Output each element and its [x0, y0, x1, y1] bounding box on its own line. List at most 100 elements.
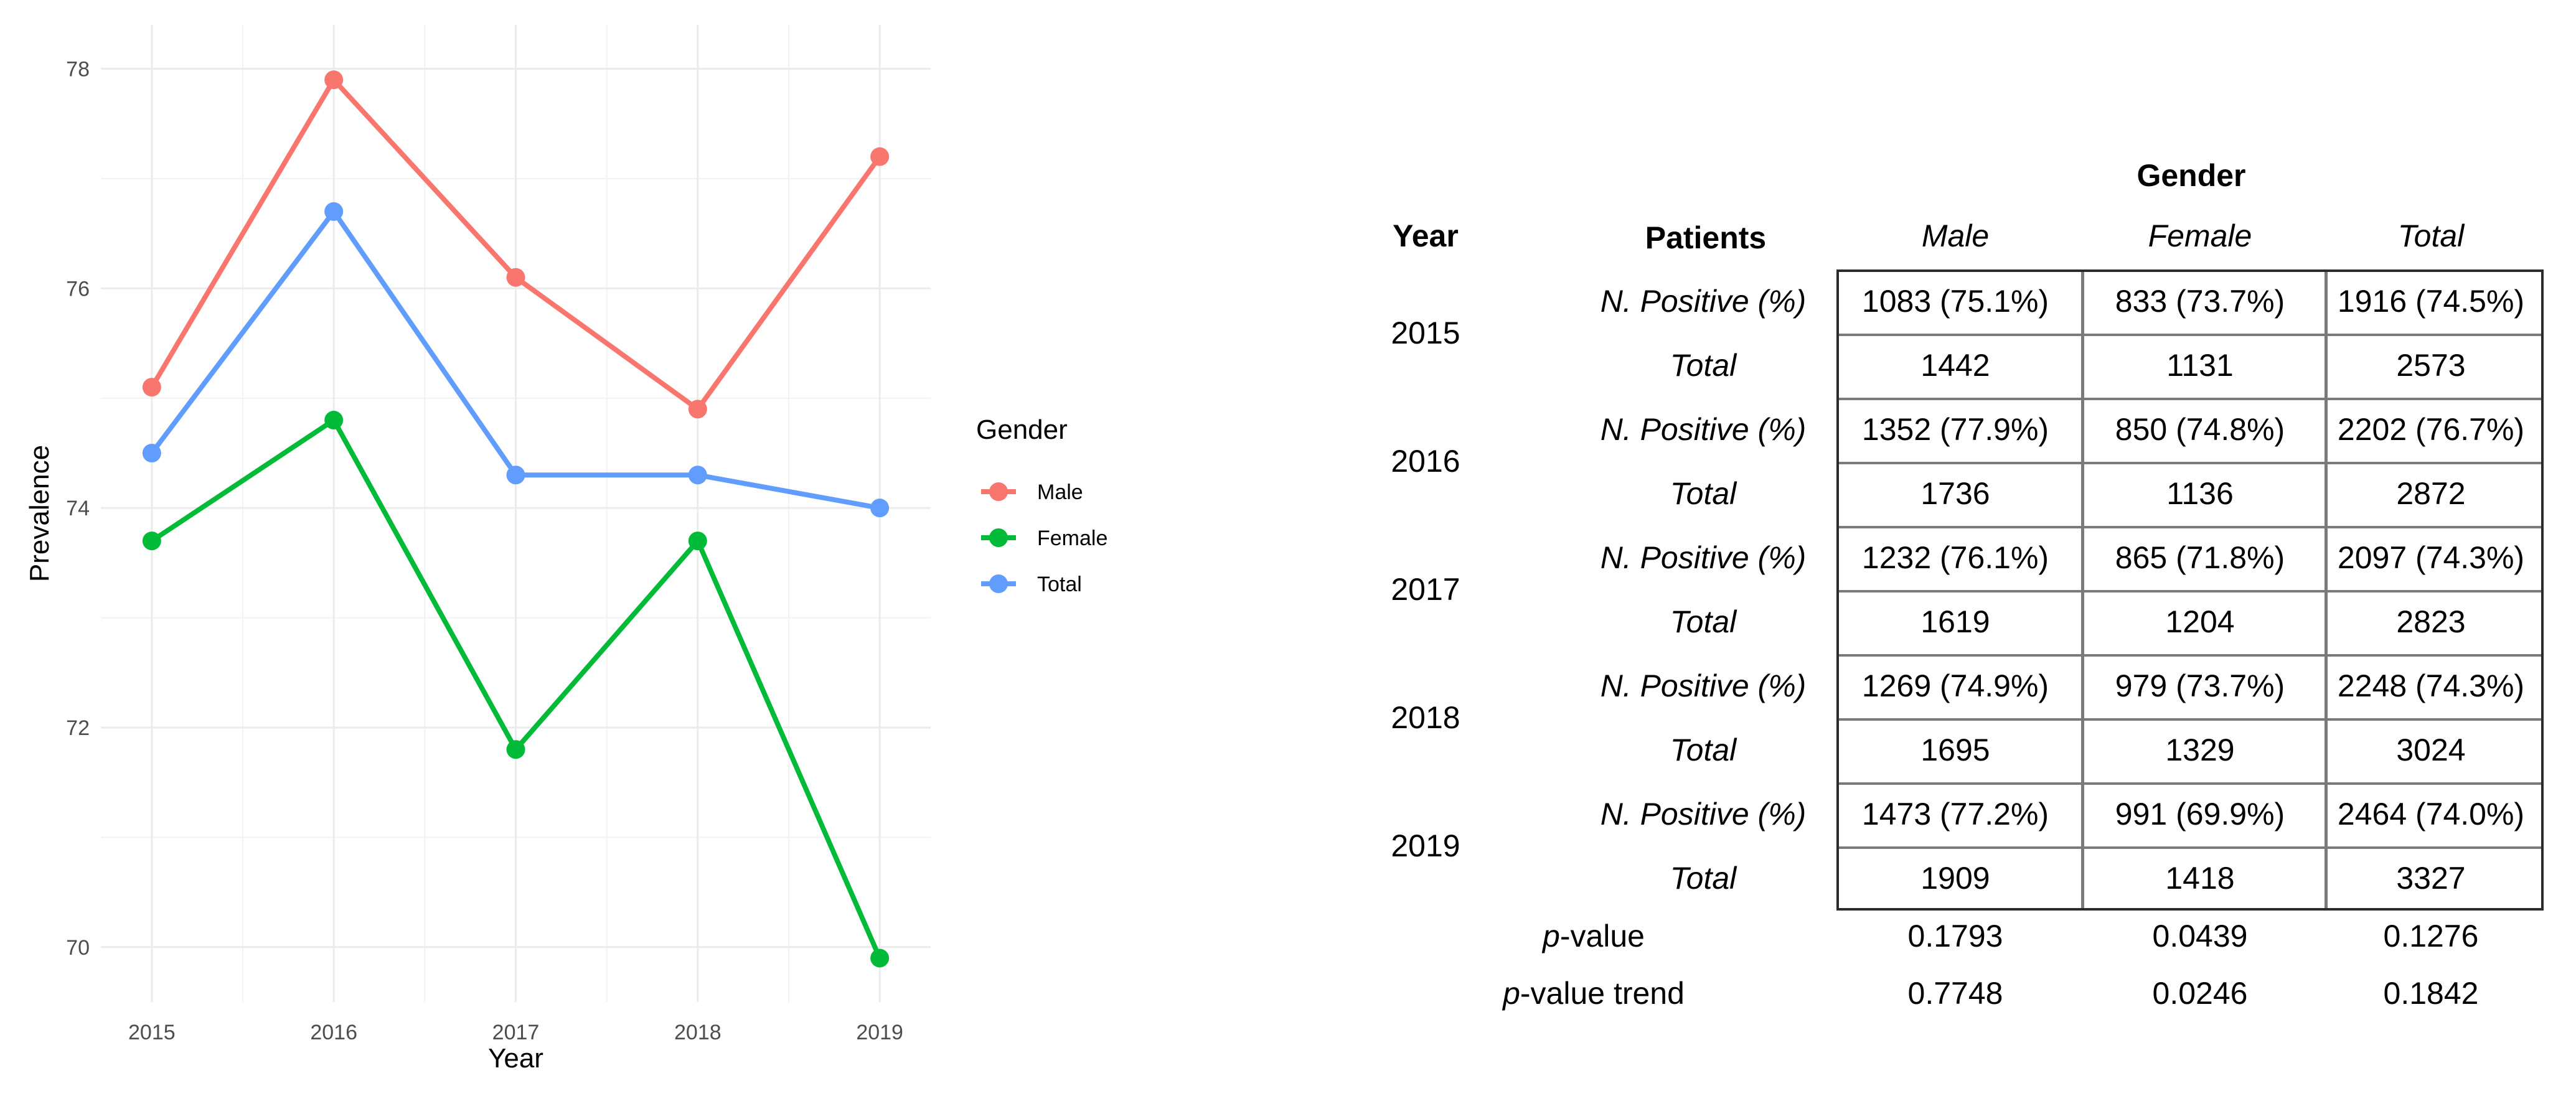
positive-cell: 1269 (74.9%)	[1861, 668, 2049, 703]
table-row-divider	[1839, 334, 2541, 336]
row-label-total: Total	[1670, 475, 1737, 511]
x-axis-title: Year	[488, 1043, 543, 1074]
table-row-divider	[1839, 398, 2541, 400]
row-label-positive: N. Positive (%)	[1600, 668, 1807, 703]
legend-key-point-female	[989, 528, 1008, 547]
y-tick-label: 72	[66, 716, 90, 740]
pvalue_trend-label-text: -value trend	[1520, 976, 1685, 1011]
y-tick-label: 76	[66, 277, 90, 301]
x-tick-label: 2016	[310, 1021, 357, 1044]
total-cell: 2823	[2396, 604, 2466, 639]
total-cell: 1329	[2165, 732, 2235, 767]
positive-cell: 833 (73.7%)	[2115, 283, 2285, 319]
pvalue-cell: 0.1276	[2383, 919, 2479, 953]
positive-cell: 1916 (74.5%)	[2337, 283, 2525, 319]
x-tick-label: 2017	[492, 1021, 540, 1044]
legend-label-female: Female	[1037, 527, 1107, 550]
grid	[101, 25, 931, 1002]
point-female	[870, 948, 890, 968]
point-total	[324, 202, 344, 221]
legend-key-point-total	[989, 574, 1008, 593]
pvalue_trend-cell: 0.7748	[1907, 976, 2003, 1011]
legend: Gender Male Female Total	[976, 415, 1107, 596]
point-total	[688, 466, 707, 485]
prevalence-line-chart: 70 72 74 76 78 2015 2016 2017 2018 2019 Year Preval…	[24, 25, 1107, 1074]
table-row-divider	[1839, 654, 2541, 657]
pvalue-label-p: p	[1543, 919, 1560, 953]
column-header-total: Total	[2397, 218, 2465, 253]
positive-cell: 865 (71.8%)	[2115, 540, 2285, 575]
pvalue-cell: 0.1793	[1907, 919, 2003, 953]
pvalue_trend-label: p-value trend	[1407, 975, 1780, 1011]
positive-cell: 1352 (77.9%)	[1861, 411, 2049, 447]
point-male	[324, 70, 344, 90]
total-cell: 1131	[2166, 347, 2234, 383]
table-grid	[1836, 269, 2544, 911]
y-tick-label: 70	[66, 936, 90, 960]
total-cell: 2573	[2396, 347, 2466, 383]
point-total	[870, 499, 890, 518]
total-cell: 3327	[2396, 860, 2466, 896]
positive-cell: 2464 (74.0%)	[2337, 796, 2525, 831]
total-cell: 1909	[1920, 860, 1990, 896]
point-female	[506, 740, 525, 759]
year-label: 2015	[1391, 316, 1460, 350]
pvalue_trend-cell: 0.1842	[2383, 976, 2479, 1011]
row-label-positive: N. Positive (%)	[1600, 283, 1807, 319]
positive-cell: 979 (73.7%)	[2115, 668, 2285, 703]
pvalue-label-text: -value	[1559, 919, 1645, 953]
total-cell: 1736	[1920, 475, 1990, 511]
row-label-total: Total	[1670, 860, 1737, 896]
year-label: 2018	[1391, 700, 1460, 735]
row-label-positive: N. Positive (%)	[1600, 411, 1807, 447]
total-cell: 1442	[1920, 347, 1990, 383]
pvalue-label: p-value	[1407, 918, 1780, 954]
point-total	[506, 466, 525, 485]
point-female	[688, 532, 707, 551]
positive-cell: 850 (74.8%)	[2115, 411, 2285, 447]
legend-label-male: Male	[1037, 480, 1083, 504]
total-cell: 1619	[1920, 604, 1990, 639]
positive-cell: 2248 (74.3%)	[2337, 668, 2525, 703]
x-tick-label: 2015	[128, 1021, 176, 1044]
positive-cell: 1083 (75.1%)	[1861, 283, 2049, 319]
positive-cell: 2097 (74.3%)	[2337, 540, 2525, 575]
positive-cell: 2202 (76.7%)	[2337, 411, 2525, 447]
axes: 70 72 74 76 78 2015 2016 2017 2018 2019 Year Preval…	[24, 58, 903, 1074]
series-lines	[142, 70, 890, 968]
total-cell: 1136	[2166, 475, 2234, 511]
y-axis-title: Prevalence	[24, 445, 55, 582]
column-header-female: Female	[2148, 218, 2252, 253]
positive-cell: 1473 (77.2%)	[1861, 796, 2049, 831]
pvalue-cell: 0.0439	[2152, 919, 2248, 953]
y-tick-label: 78	[66, 58, 90, 82]
table-row-divider	[1839, 590, 2541, 592]
point-female	[142, 532, 161, 551]
table-row-divider	[1839, 718, 2541, 721]
point-male	[142, 378, 161, 397]
table-row-divider	[1839, 526, 2541, 528]
column-header-male: Male	[1921, 218, 1990, 253]
total-cell: 2872	[2396, 475, 2466, 511]
pvalue_trend-label-p: p	[1503, 976, 1520, 1011]
x-tick-label: 2019	[856, 1021, 903, 1044]
legend-label-total: Total	[1037, 573, 1082, 596]
total-cell: 1204	[2165, 604, 2235, 639]
row-label-total: Total	[1670, 604, 1737, 639]
pvalue_trend-cell: 0.0246	[2152, 976, 2248, 1011]
table-row-divider	[1839, 846, 2541, 849]
point-female	[324, 411, 344, 430]
legend-title: Gender	[976, 415, 1068, 445]
row-label-positive: N. Positive (%)	[1600, 540, 1807, 575]
point-male	[506, 268, 525, 287]
y-tick-label: 74	[66, 497, 90, 520]
row-label-total: Total	[1670, 347, 1737, 383]
total-cell: 3024	[2396, 732, 2466, 767]
positive-cell: 991 (69.9%)	[2115, 796, 2285, 831]
point-total	[142, 443, 161, 462]
row-label-total: Total	[1670, 732, 1737, 767]
total-cell: 1695	[1920, 732, 1990, 767]
gender-header: Gender	[2136, 158, 2246, 193]
year-label: 2016	[1391, 444, 1460, 479]
positive-cell: 1232 (76.1%)	[1861, 540, 2049, 575]
